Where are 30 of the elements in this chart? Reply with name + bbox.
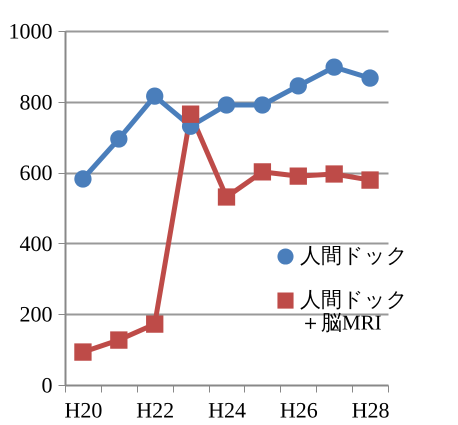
point xyxy=(110,331,128,349)
x-tick-label: H20 xyxy=(64,398,102,422)
point xyxy=(290,167,307,185)
point xyxy=(361,171,379,189)
point xyxy=(254,96,272,114)
x-tick-label: H22 xyxy=(136,398,174,422)
y-tick-label: 200 xyxy=(20,302,52,327)
point xyxy=(74,343,92,361)
x-tick-label: H26 xyxy=(280,398,318,422)
point xyxy=(182,106,200,123)
point xyxy=(218,188,236,206)
legend-label: 人間ドック＋脳MRI xyxy=(300,288,408,334)
y-tick-label: 800 xyxy=(20,89,52,114)
x-tick-label: H28 xyxy=(352,398,390,422)
point xyxy=(218,96,236,114)
y-tick-label: 0 xyxy=(42,372,52,398)
point xyxy=(110,130,128,148)
y-tick-label: 400 xyxy=(20,230,52,256)
point xyxy=(326,58,343,76)
y-tick-label: 600 xyxy=(20,160,52,186)
legend-label: 人間ドック xyxy=(300,244,408,268)
point xyxy=(326,165,343,183)
point xyxy=(290,77,307,95)
y-tick-label: 1000 xyxy=(8,18,52,44)
x-tick-label: H24 xyxy=(208,398,246,422)
point xyxy=(146,315,164,333)
point xyxy=(146,87,164,105)
point xyxy=(74,170,92,188)
point xyxy=(254,163,272,181)
point xyxy=(361,69,379,87)
